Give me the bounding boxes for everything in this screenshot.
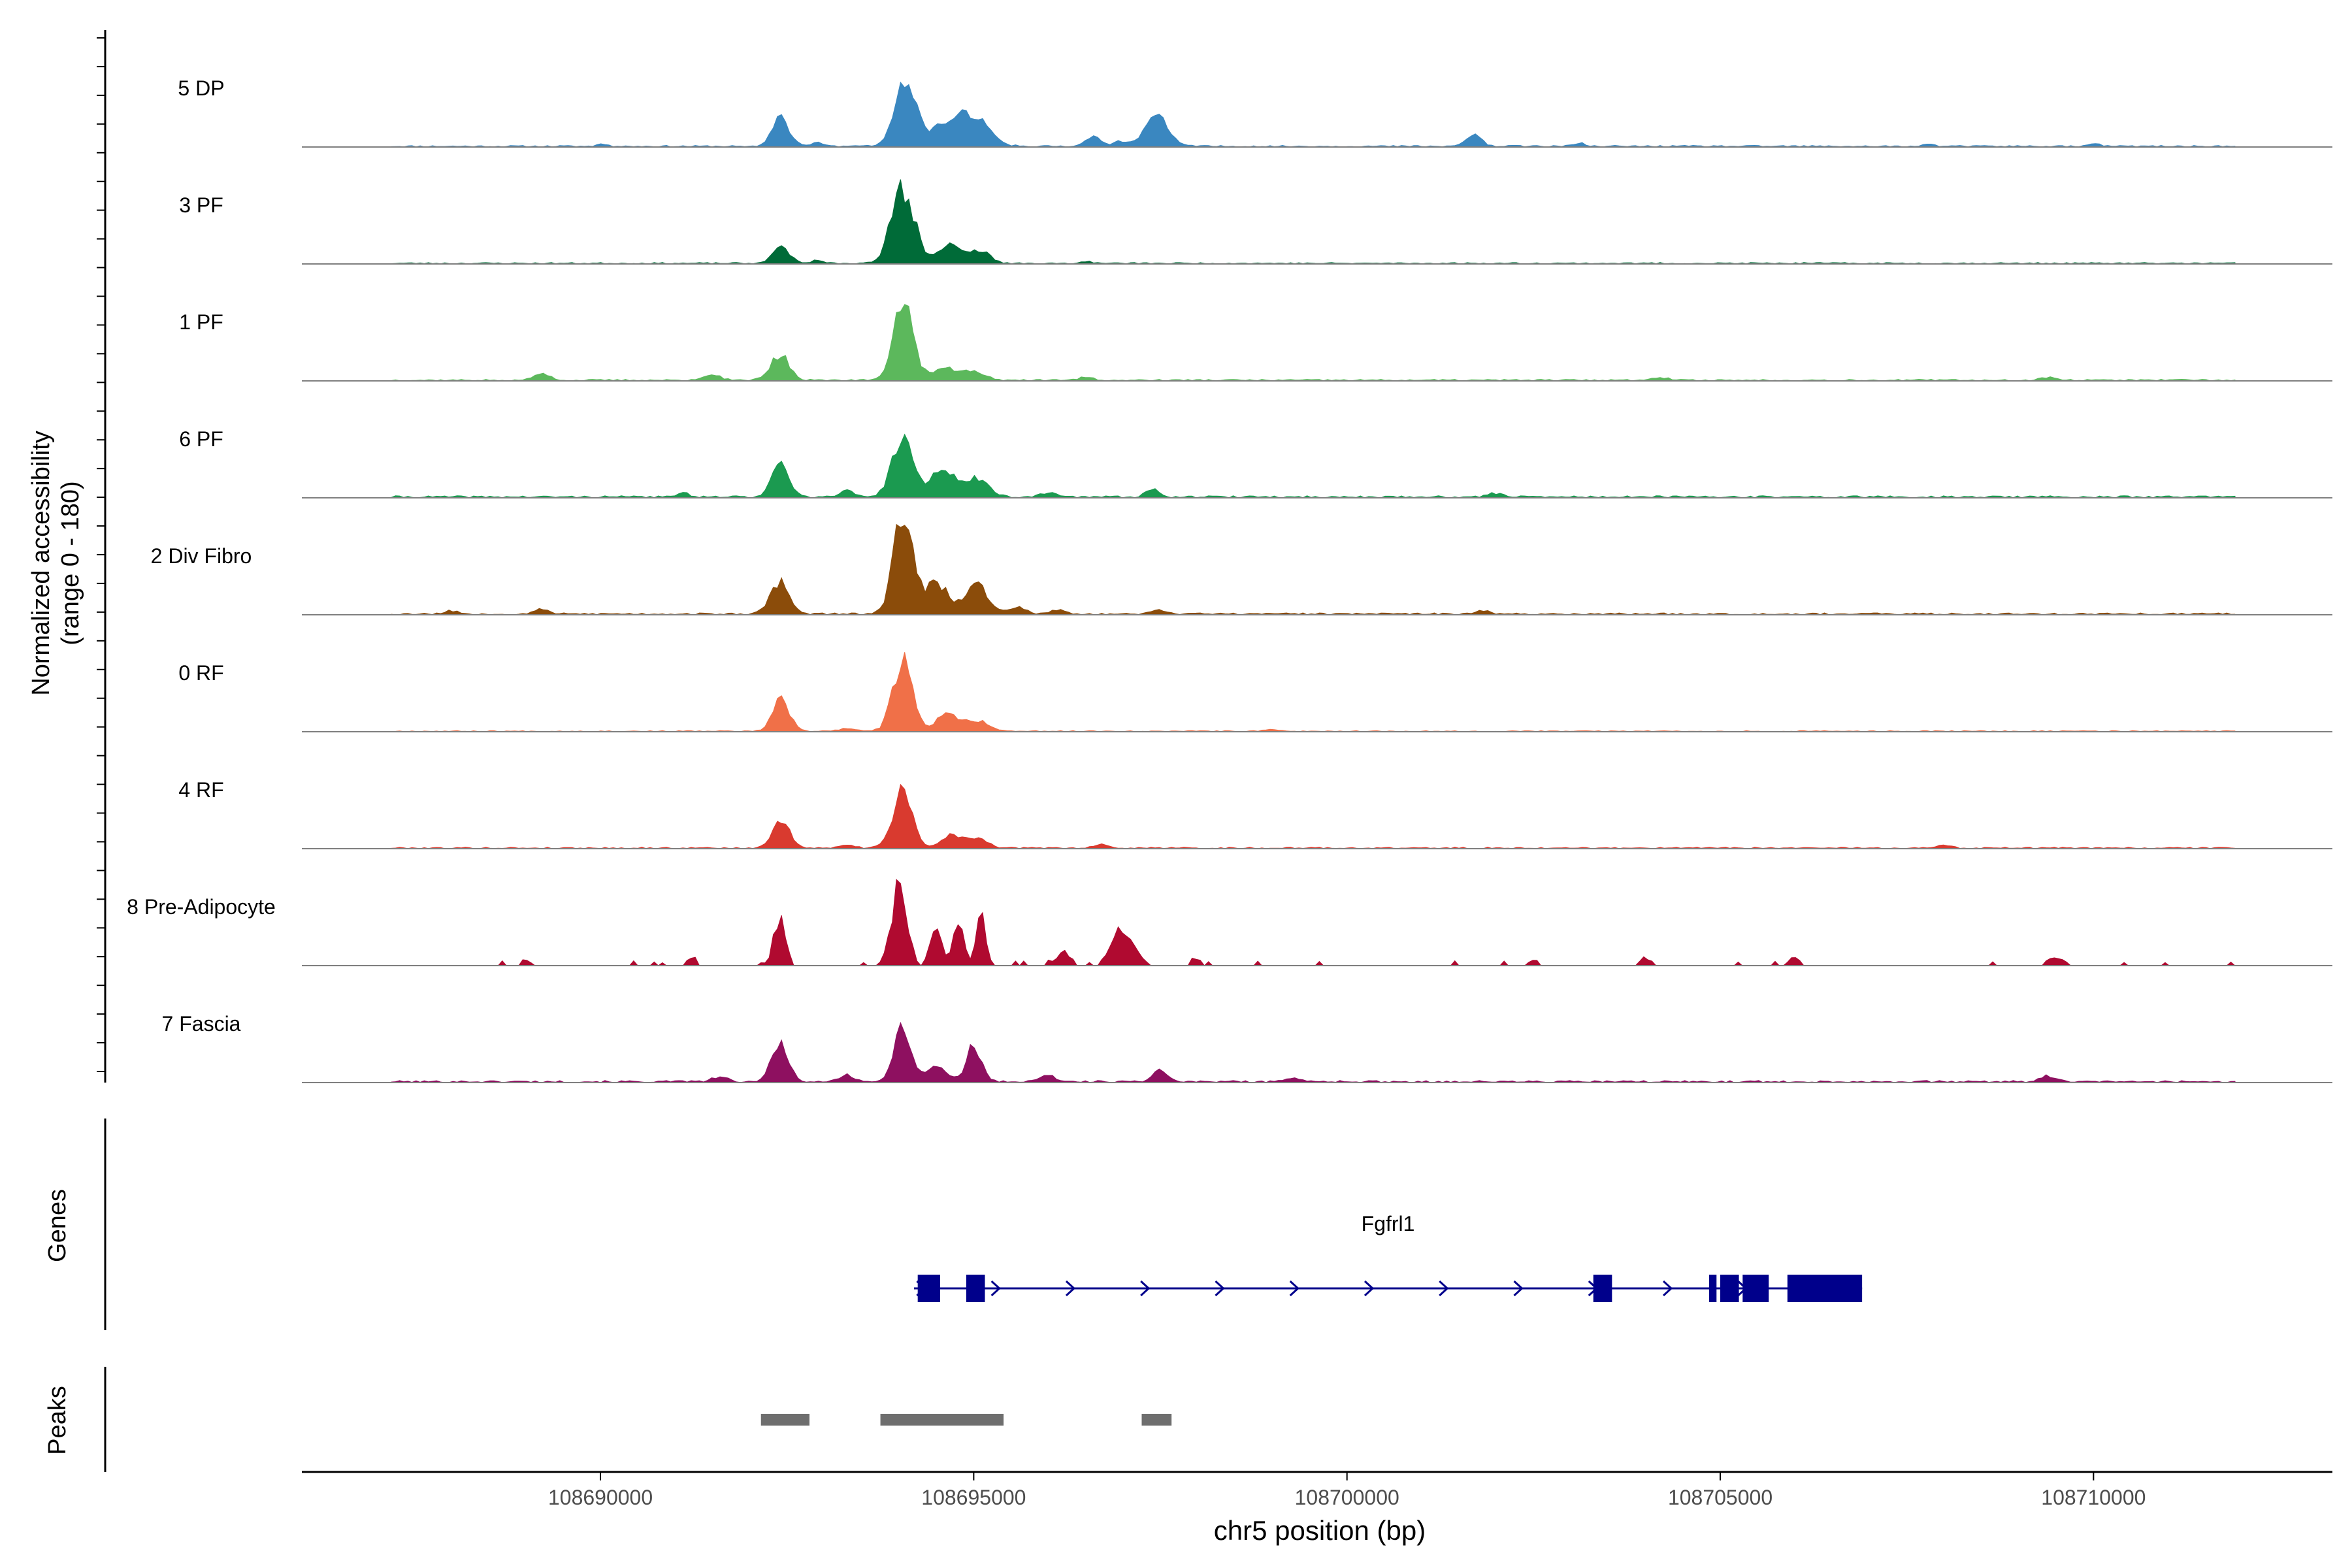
track-label: 7 Fascia [162,1012,241,1036]
track-label: 1 PF [179,310,223,334]
track-2-div-fibro: 2 Div Fibro [151,523,2332,615]
track-label: 0 RF [178,661,223,685]
x-tick-label: 108705000 [1668,1486,1772,1509]
gene-exon [1708,1275,1717,1302]
gene-exon [1787,1275,1863,1302]
track-5-dp: 5 DP [178,76,2332,148]
genes-panel-label: Genes [44,1189,71,1262]
peak-region [880,1414,1004,1426]
coverage-area [391,304,2236,382]
gene-label: Fgfrl1 [1362,1212,1415,1235]
track-4-rf: 4 RF [178,778,2332,849]
x-tick-label: 108690000 [548,1486,653,1509]
coverage-area [391,433,2236,498]
track-label: 6 PF [179,427,223,451]
peaks-panel [104,1367,1172,1472]
peak-region [760,1414,809,1426]
x-tick-label: 108695000 [921,1486,1026,1509]
track-label: 3 PF [179,193,223,217]
track-label: 4 RF [178,778,223,802]
track-label: 8 Pre-Adipocyte [127,895,276,919]
gene-exon [1720,1275,1739,1302]
track-3-pf: 3 PF [179,179,2332,265]
strand-arrow [990,1280,1001,1297]
strand-arrow [1215,1280,1225,1297]
track-0-rf: 0 RF [178,652,2332,732]
peaks-panel-label: Peaks [44,1386,71,1455]
gene-exon [1742,1275,1769,1302]
genes-panel: Fgfrl1 [104,1119,1863,1330]
track-1-pf: 1 PF [179,304,2332,382]
track-7-fascia: 7 Fascia [162,1012,2332,1083]
strand-arrow [1289,1280,1299,1297]
coverage-area [391,783,2236,849]
x-axis-label: chr5 position (bp) [1214,1515,1426,1546]
x-tick-label: 108710000 [2041,1486,2146,1509]
coverage-panel: 5 DP 3 PF 1 PF 6 PF 2 Div Fibro 0 RF 4 RF 8 Pre… [97,30,2332,1083]
track-label: 5 DP [178,76,224,100]
strand-arrow [1513,1280,1524,1297]
gene-exon [1593,1275,1612,1302]
y-axis-range-label: (range 0 - 180) [57,481,84,645]
x-axis: 108690000 108695000 108700000 108705000 1087… [302,1471,2332,1509]
gene-exon [966,1275,985,1302]
gene-exon [917,1275,940,1302]
peak-region [1141,1414,1172,1426]
x-tick-label: 108700000 [1295,1486,1399,1509]
strand-arrow [1065,1280,1076,1297]
strand-arrow [1364,1280,1375,1297]
strand-arrow [1663,1280,1673,1297]
track-8-pre-adipocyte: 8 Pre-Adipocyte [127,879,2332,966]
strand-arrow [1439,1280,1449,1297]
track-6-pf: 6 PF [179,427,2332,498]
track-label: 2 Div Fibro [151,544,252,568]
gene-fgfrl1: Fgfrl1 [913,1212,1863,1302]
y-axis-label: Normalized accessibility [27,431,55,695]
strand-arrow [1140,1280,1151,1297]
